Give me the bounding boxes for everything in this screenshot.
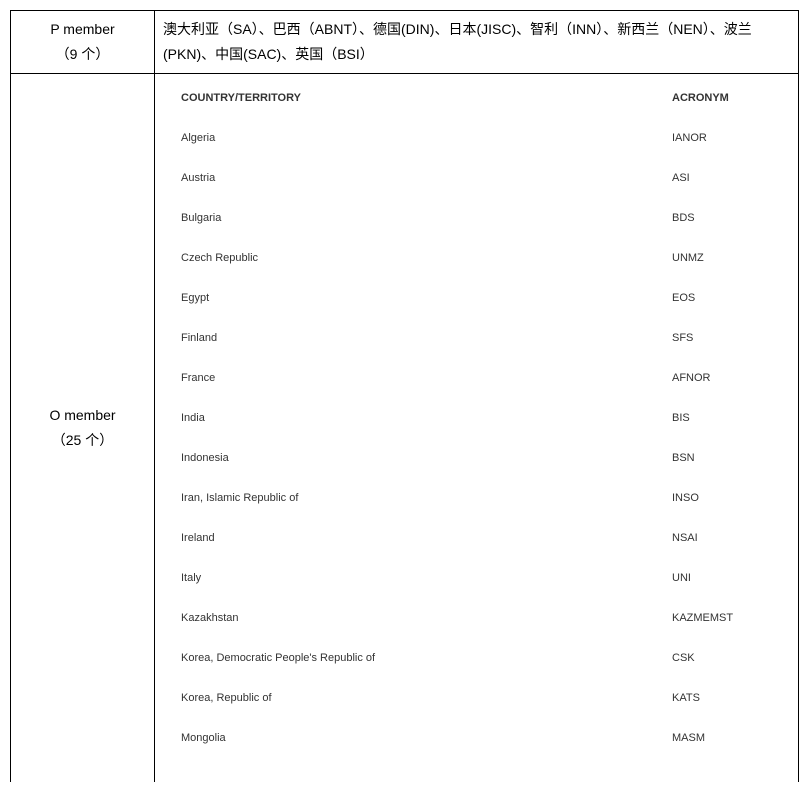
o-member-data-row: Ireland NSAI	[181, 532, 772, 544]
o-member-acronym: SFS	[672, 332, 772, 344]
o-member-acronym: BIS	[672, 412, 772, 424]
o-member-acronym: BSN	[672, 452, 772, 464]
o-member-rows-container: Algeria IANOR Austria ASI Bulgaria BDS Czech R…	[181, 132, 772, 744]
o-member-acronym: BDS	[672, 212, 772, 224]
o-member-label-line1: O member	[49, 407, 115, 423]
members-table: P member （9 个） 澳大利亚（SA）、巴西（ABNT）、德国(DIN)…	[10, 10, 799, 782]
o-member-acronym: UNI	[672, 572, 772, 584]
o-member-data-row: France AFNOR	[181, 372, 772, 384]
o-member-data-row: Korea, Democratic People's Republic of CS…	[181, 652, 772, 664]
o-member-country: Finland	[181, 332, 217, 344]
p-member-label-cell: P member （9 个）	[11, 11, 155, 74]
o-member-data-row: Austria ASI	[181, 172, 772, 184]
o-member-data-row: Mongolia MASM	[181, 732, 772, 744]
o-member-data-row: Czech Republic UNMZ	[181, 252, 772, 264]
o-member-country: Czech Republic	[181, 252, 258, 264]
o-member-acronym: MASM	[672, 732, 772, 744]
o-member-data-row: Egypt EOS	[181, 292, 772, 304]
o-member-label-cell: O member （25 个）	[11, 74, 155, 783]
o-member-acronym: AFNOR	[672, 372, 772, 384]
o-member-acronym: EOS	[672, 292, 772, 304]
o-member-country: Indonesia	[181, 452, 229, 464]
o-member-content-cell: COUNTRY/TERRITORY ACRONYM Algeria IANOR Au…	[155, 74, 799, 783]
o-member-header-acronym: ACRONYM	[672, 92, 772, 104]
o-member-country: India	[181, 412, 205, 424]
o-member-data-row: India BIS	[181, 412, 772, 424]
o-member-acronym: KATS	[672, 692, 772, 704]
o-member-label-line2: （25 个）	[52, 432, 113, 448]
o-member-country: Bulgaria	[181, 212, 221, 224]
o-member-country: Korea, Democratic People's Republic of	[181, 652, 375, 664]
o-member-country: France	[181, 372, 215, 384]
p-member-row: P member （9 个） 澳大利亚（SA）、巴西（ABNT）、德国(DIN)…	[11, 11, 799, 74]
o-member-row: O member （25 个） COUNTRY/TERRITORY ACRONY…	[11, 74, 799, 783]
o-member-data-row: Korea, Republic of KATS	[181, 692, 772, 704]
o-member-data-row: Finland SFS	[181, 332, 772, 344]
o-member-acronym: CSK	[672, 652, 772, 664]
o-member-inner-wrap: COUNTRY/TERRITORY ACRONYM Algeria IANOR Au…	[155, 74, 798, 782]
o-member-country: Mongolia	[181, 732, 226, 744]
o-member-country: Iran, Islamic Republic of	[181, 492, 298, 504]
o-member-data-row: Algeria IANOR	[181, 132, 772, 144]
p-member-content-cell: 澳大利亚（SA）、巴西（ABNT）、德国(DIN)、日本(JISC)、智利（IN…	[155, 11, 799, 74]
o-member-country: Italy	[181, 572, 201, 584]
o-member-country: Austria	[181, 172, 215, 184]
o-member-acronym: KAZMEMST	[672, 612, 772, 624]
o-member-acronym: NSAI	[672, 532, 772, 544]
o-member-country: Korea, Republic of	[181, 692, 272, 704]
o-member-country: Kazakhstan	[181, 612, 238, 624]
o-member-header-row: COUNTRY/TERRITORY ACRONYM	[181, 92, 772, 104]
o-member-data-row: Bulgaria BDS	[181, 212, 772, 224]
o-member-acronym: INSO	[672, 492, 772, 504]
o-member-data-row: Indonesia BSN	[181, 452, 772, 464]
o-member-acronym: UNMZ	[672, 252, 772, 264]
p-member-label-line1: P member	[50, 21, 114, 37]
o-member-header-country: COUNTRY/TERRITORY	[181, 92, 301, 104]
o-member-acronym: IANOR	[672, 132, 772, 144]
o-member-data-row: Kazakhstan KAZMEMST	[181, 612, 772, 624]
o-member-data-row: Iran, Islamic Republic of INSO	[181, 492, 772, 504]
p-member-content: 澳大利亚（SA）、巴西（ABNT）、德国(DIN)、日本(JISC)、智利（IN…	[163, 21, 752, 62]
o-member-data-row: Italy UNI	[181, 572, 772, 584]
o-member-country: Algeria	[181, 132, 215, 144]
o-member-country: Ireland	[181, 532, 215, 544]
o-member-country: Egypt	[181, 292, 209, 304]
p-member-label-line2: （9 个）	[56, 46, 110, 62]
o-member-acronym: ASI	[672, 172, 772, 184]
